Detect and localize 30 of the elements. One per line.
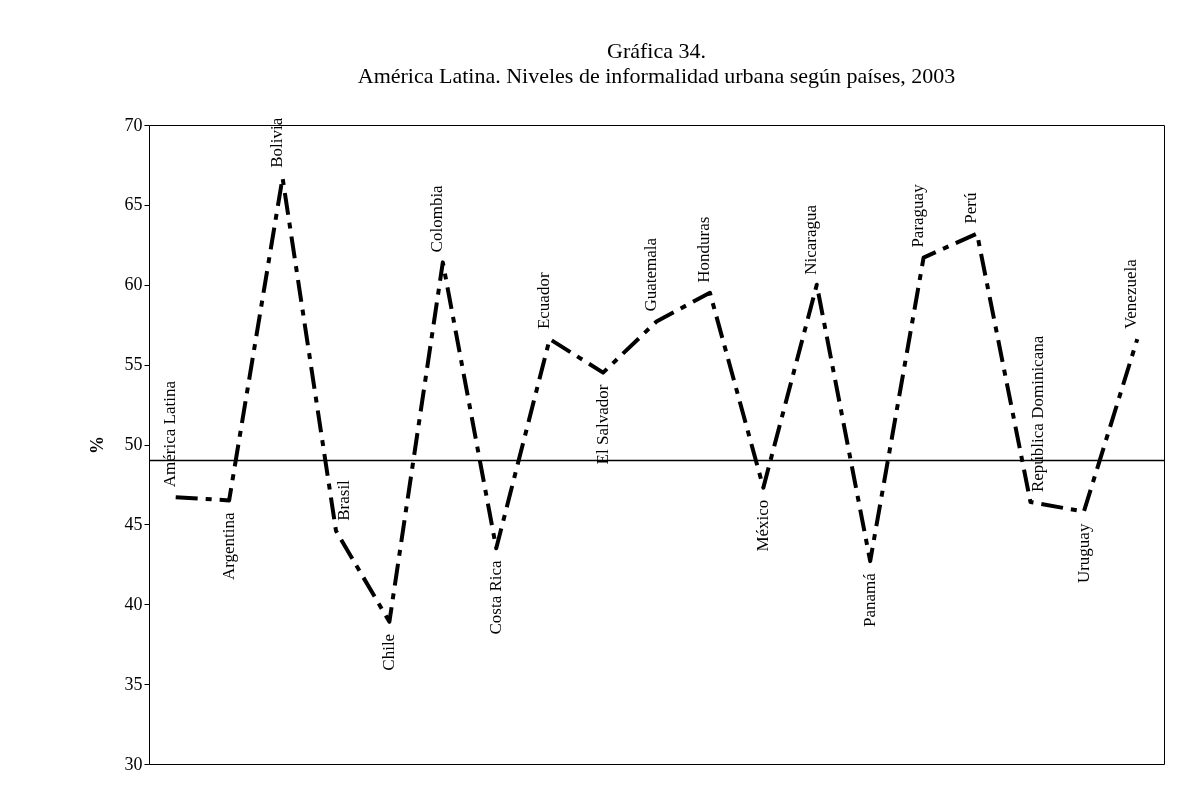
chart-subtitle: América Latina. Niveles de informalidad urbana según países, 2003 <box>357 63 956 88</box>
y-tick-label: 65 <box>124 194 143 215</box>
x-tick-label: América Latina <box>159 380 179 488</box>
y-tick-label: 40 <box>124 593 143 614</box>
y-tick-label: 60 <box>124 274 143 295</box>
x-tick-label: Ecuador <box>533 272 553 330</box>
x-tick-label: Bolivia <box>266 117 286 168</box>
y-tick-label: 45 <box>124 513 143 534</box>
chart-title: Gráfica 34. <box>607 38 706 63</box>
x-tick-label: Panamá <box>860 572 880 627</box>
x-tick-label: Costa Rica <box>486 559 506 635</box>
x-tick-label: Chile <box>379 633 399 671</box>
y-tick-label: 35 <box>124 673 143 694</box>
x-tick-label: República Dominicana <box>1028 335 1048 493</box>
y-tick-label: 55 <box>124 354 143 375</box>
x-tick-label: Nicaragua <box>800 204 820 275</box>
x-tick-label: Uruguay <box>1073 523 1093 584</box>
x-tick-label: Venezuela <box>1121 258 1141 330</box>
y-axis-title: % <box>86 436 107 454</box>
x-tick-label: Perú <box>961 191 981 224</box>
x-tick-label: Argentina <box>219 511 239 581</box>
x-tick-label: Colombia <box>426 184 446 253</box>
y-tick-label: 70 <box>124 114 143 135</box>
x-tick-label: Brasil <box>333 479 353 521</box>
x-tick-label: Honduras <box>693 216 713 283</box>
y-tick-label: 30 <box>124 753 143 774</box>
x-tick-label: Guatemala <box>640 237 660 312</box>
x-tick-label: México <box>753 499 773 552</box>
y-tick-label: 50 <box>124 434 143 454</box>
x-tick-label: Paraguay <box>907 183 927 248</box>
